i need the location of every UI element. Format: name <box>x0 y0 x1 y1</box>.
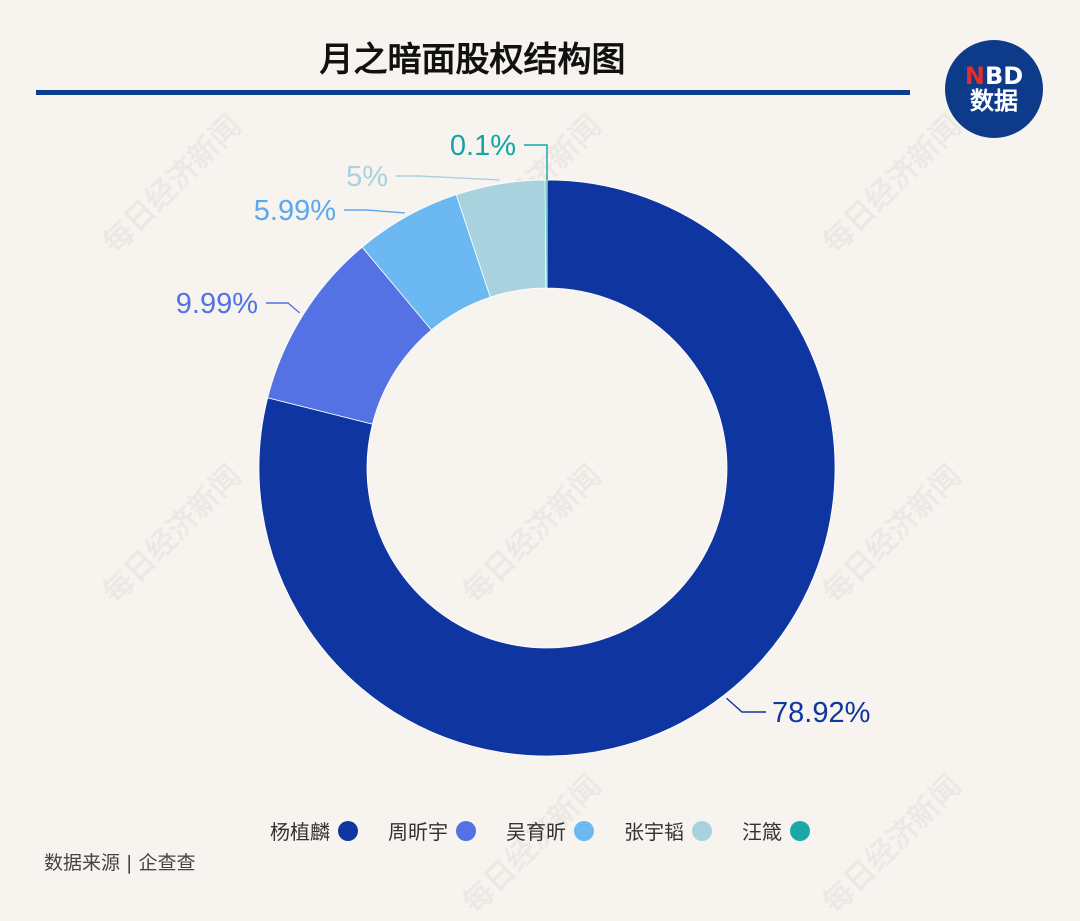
leader-line-汪箴 <box>524 144 548 180</box>
data-label-杨植麟: 78.92% <box>772 697 870 729</box>
leader-line-杨植麟 <box>726 697 766 713</box>
data-label-周昕宇: 9.99% <box>176 288 258 320</box>
slice-杨植麟 <box>258 179 836 757</box>
logo-subtitle: 数据 <box>970 87 1018 115</box>
nbd-logo: NBD 数据 <box>945 40 1043 138</box>
legend-label: 周昕宇 <box>388 820 448 844</box>
legend-swatch <box>456 820 476 841</box>
legend-swatch <box>338 820 358 841</box>
legend-item-周昕宇: 周昕宇 <box>388 816 476 845</box>
legend-item-汪箴: 汪箴 <box>742 816 810 845</box>
slice-汪箴 <box>544 179 548 289</box>
title-divider <box>36 90 910 95</box>
data-label-汪箴: 0.1% <box>450 130 516 162</box>
data-label-吴育昕: 5.99% <box>254 195 336 227</box>
legend-label: 吴育昕 <box>506 820 566 844</box>
data-label-张宇韬: 5% <box>346 161 388 193</box>
chart-title: 月之暗面股权结构图 <box>319 40 626 80</box>
logo-letters-bd: BD <box>984 61 1024 90</box>
data-source: 数据来源 | 企查查 <box>44 852 196 874</box>
legend-label: 张宇韬 <box>624 820 684 844</box>
legend-item-张宇韬: 张宇韬 <box>624 816 712 845</box>
logo-letter-n: N <box>964 61 985 90</box>
legend-label: 汪箴 <box>742 820 782 844</box>
leader-line-吴育昕 <box>344 209 405 214</box>
legend-label: 杨植麟 <box>270 820 330 844</box>
legend-swatch <box>790 820 810 841</box>
leader-line-周昕宇 <box>266 302 301 314</box>
donut-chart: 78.92% 9.99% 5.99% 5% 0.1% <box>176 130 870 757</box>
legend-swatch <box>692 820 712 841</box>
chart-legend: 杨植麟 周昕宇 吴育昕 张宇韬 汪箴 <box>0 816 1080 845</box>
legend-item-杨植麟: 杨植麟 <box>270 816 358 845</box>
leader-line-张宇韬 <box>396 175 500 181</box>
legend-item-吴育昕: 吴育昕 <box>506 816 594 845</box>
legend-swatch <box>574 820 594 841</box>
